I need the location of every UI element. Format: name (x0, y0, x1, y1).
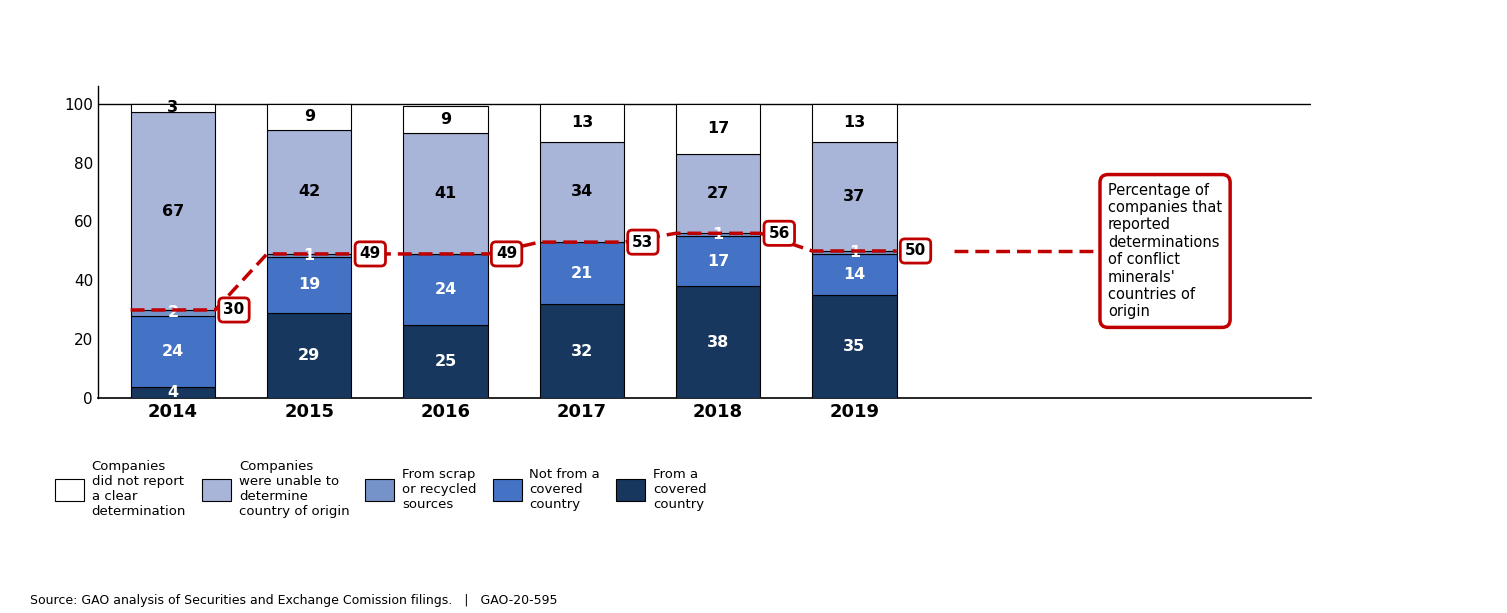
Text: 37: 37 (844, 189, 865, 204)
Text: Source: GAO analysis of Securities and Exchange Comission filings.   |   GAO-20-: Source: GAO analysis of Securities and E… (30, 594, 558, 607)
Text: 21: 21 (571, 265, 592, 281)
Bar (677, 286, 761, 398)
Bar (267, 104, 351, 130)
Text: 49: 49 (360, 246, 381, 261)
Text: 1: 1 (304, 248, 315, 263)
Bar (677, 154, 761, 234)
Text: 49: 49 (496, 246, 517, 261)
Text: 41: 41 (434, 186, 457, 201)
Bar (404, 133, 488, 254)
Text: 14: 14 (844, 267, 865, 282)
Text: 34: 34 (571, 185, 592, 199)
Text: 24: 24 (161, 344, 184, 359)
Text: 25: 25 (434, 354, 457, 369)
Bar (404, 107, 488, 133)
Text: 29: 29 (298, 348, 321, 363)
Text: 24: 24 (434, 282, 457, 297)
Text: 50: 50 (904, 243, 927, 259)
Bar (540, 104, 624, 142)
Text: 67: 67 (161, 204, 184, 219)
Bar (404, 325, 488, 398)
Bar (812, 104, 897, 142)
Text: Percentage of
companies that
reported
determinations
of conflict
minerals'
count: Percentage of companies that reported de… (1108, 183, 1222, 319)
Bar (677, 236, 761, 286)
Bar (131, 310, 216, 316)
Bar (677, 234, 761, 236)
Bar (677, 104, 761, 154)
Bar (812, 295, 897, 398)
Text: 42: 42 (298, 185, 321, 199)
Text: 9: 9 (304, 109, 315, 124)
Text: 4: 4 (167, 385, 178, 400)
Bar (131, 112, 216, 310)
Text: 13: 13 (571, 115, 592, 130)
Text: 17: 17 (707, 121, 729, 136)
Text: 13: 13 (844, 115, 865, 130)
Text: 53: 53 (633, 235, 654, 249)
Bar (812, 254, 897, 295)
Text: 9: 9 (440, 112, 451, 128)
Bar (267, 313, 351, 398)
Bar (267, 130, 351, 254)
Bar (404, 254, 488, 325)
Text: 35: 35 (844, 340, 865, 354)
Text: 1: 1 (713, 227, 723, 242)
Bar (540, 242, 624, 304)
Text: 32: 32 (571, 344, 592, 359)
Bar (131, 316, 216, 387)
Text: 1: 1 (848, 245, 860, 260)
Bar (812, 251, 897, 254)
Text: 17: 17 (707, 254, 729, 269)
Bar (131, 387, 216, 398)
Bar (540, 142, 624, 242)
Bar (131, 104, 216, 112)
Text: 56: 56 (769, 226, 790, 241)
Bar (812, 142, 897, 251)
Text: 38: 38 (707, 335, 729, 350)
Legend: Companies
did not report
a clear
determination, Companies
were unable to
determi: Companies did not report a clear determi… (50, 455, 711, 524)
Bar (267, 257, 351, 313)
Text: 3: 3 (167, 101, 178, 115)
Bar (267, 254, 351, 257)
Text: 19: 19 (298, 278, 321, 292)
Bar (540, 304, 624, 398)
Text: 2: 2 (167, 305, 178, 321)
Text: 27: 27 (707, 186, 729, 201)
Text: 30: 30 (223, 302, 244, 318)
